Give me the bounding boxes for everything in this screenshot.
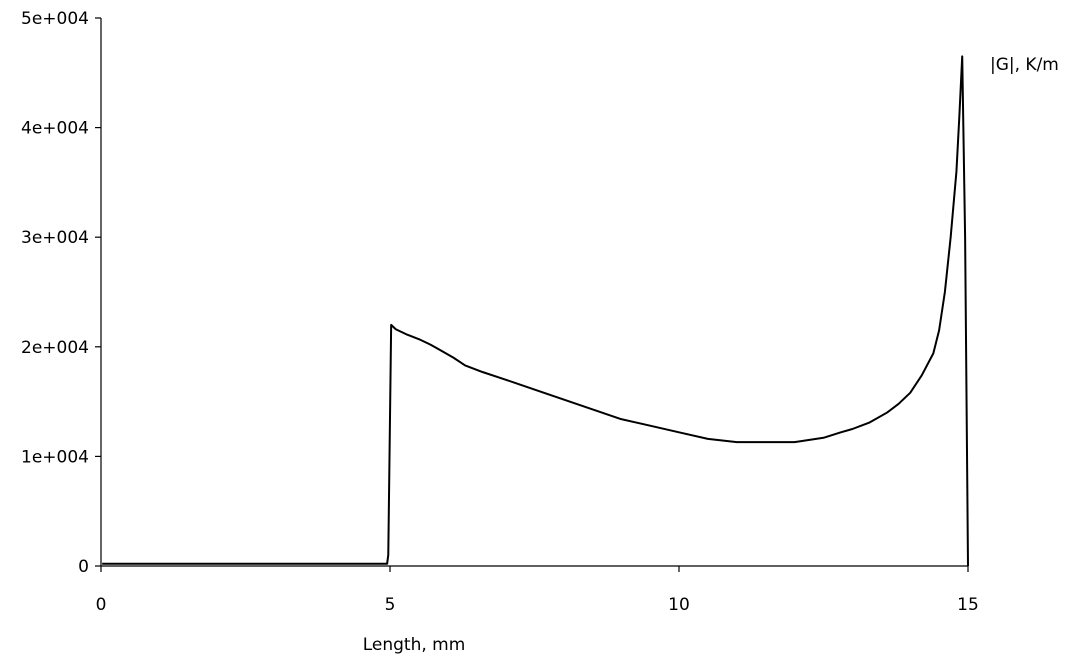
axes [100, 18, 968, 567]
y-tick-label: 3e+004 [21, 228, 89, 248]
y-tick-label: 2e+004 [21, 338, 89, 358]
y-tick-label: 1e+004 [21, 447, 89, 467]
x-tick-label: 5 [385, 595, 396, 615]
x-ticks: 0 5 10 15 [96, 566, 979, 615]
x-tick-label: 0 [96, 595, 107, 615]
x-tick-label: 15 [957, 595, 979, 615]
y-axis-label: |G|, K/m [990, 55, 1059, 75]
y-tick-label: 5e+004 [21, 9, 89, 29]
y-tick-label: 4e+004 [21, 119, 89, 139]
x-tick-label: 10 [668, 595, 690, 615]
y-ticks: 0 1e+004 2e+004 3e+004 4e+004 5e+004 [21, 9, 101, 577]
series-line [102, 55, 969, 567]
y-tick-label: 0 [78, 557, 89, 577]
x-axis-label: Length, mm [363, 635, 466, 655]
plot-series [102, 55, 969, 567]
